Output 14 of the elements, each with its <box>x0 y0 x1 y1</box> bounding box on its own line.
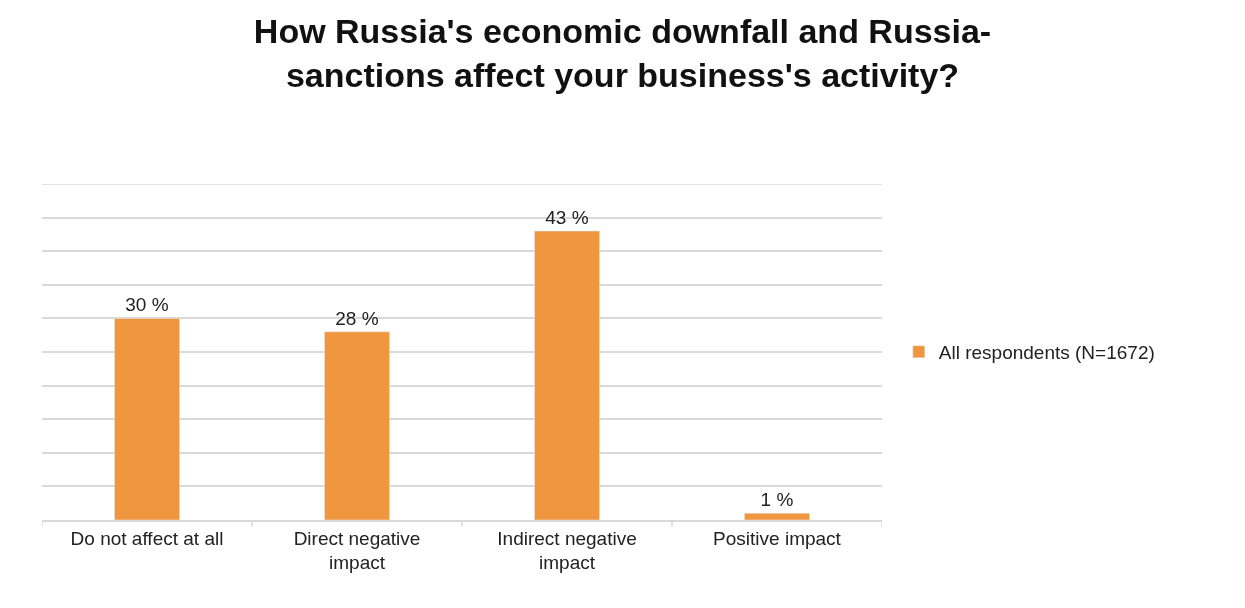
x-tick-label: Direct negative impact <box>293 527 421 574</box>
x-tick-label: Positive impact <box>713 527 842 549</box>
data-label: 43 % <box>545 207 589 229</box>
data-label: 1 % <box>760 489 794 511</box>
chart-title: How Russia's economic downfall and Russia- sanctions affect your business's activity? <box>253 11 992 94</box>
legend-label: All respondents (N=1672) <box>938 342 1155 364</box>
data-label: 30 % <box>125 294 169 316</box>
x-tick-label: Do not affect at all <box>70 527 224 549</box>
data-label: 28 % <box>335 307 379 329</box>
bar <box>534 230 600 520</box>
bar <box>744 513 810 520</box>
bar <box>324 331 390 520</box>
x-tick-label: Indirect negative impact <box>497 527 637 574</box>
bar <box>114 318 180 520</box>
